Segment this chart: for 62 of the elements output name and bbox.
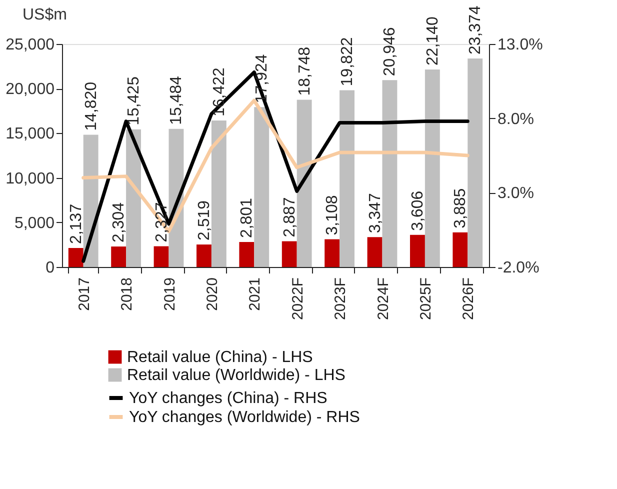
data-label: 3,108	[324, 195, 342, 236]
data-label: 20,946	[382, 27, 399, 76]
bar	[324, 239, 340, 267]
y2-tick-label: 13.0%	[498, 36, 543, 54]
y2-tick-label: -2.0%	[498, 260, 540, 276]
data-label: 15,484	[168, 76, 186, 125]
bar	[424, 70, 440, 267]
y-tick-label: 0	[46, 260, 55, 276]
bar	[239, 242, 254, 267]
bar	[382, 80, 398, 267]
bar	[410, 234, 425, 267]
y-tick-label: 20,000	[6, 81, 55, 98]
data-label: 2,519	[196, 200, 213, 241]
bar	[468, 58, 483, 267]
legend-label: Retail value (China) - LHS	[127, 349, 313, 366]
y-tick-label: 5,000	[14, 214, 55, 232]
data-label: 2,327	[153, 202, 170, 242]
x-tick-label: 2022F	[289, 278, 306, 320]
data-label: 23,374	[467, 5, 484, 55]
data-label: 14,820	[82, 82, 100, 131]
bar	[367, 237, 382, 267]
data-label: 18,748	[296, 46, 314, 96]
x-tick-label: 2020	[204, 278, 221, 311]
data-label: 2,137	[68, 204, 85, 244]
legend-label: YoY changes (China) - RHS	[129, 390, 328, 407]
data-label: 2,304	[110, 202, 128, 242]
x-tick-label: 2023F	[332, 278, 350, 320]
bar	[126, 129, 141, 267]
bar	[196, 244, 212, 267]
bar	[211, 120, 226, 267]
bar	[111, 246, 126, 267]
bar	[296, 100, 312, 267]
x-tick-label: 2018	[118, 278, 136, 311]
bar	[68, 248, 84, 267]
y2-tick-label: 3.0%	[498, 185, 534, 202]
bar	[254, 107, 270, 267]
data-label: 19,822	[339, 37, 356, 86]
y-axis-title: US$m	[22, 6, 67, 24]
x-tick-label: 2025F	[417, 278, 434, 320]
y2-tick-label: 8.0%	[498, 110, 534, 128]
x-tick-label: 2021	[246, 278, 264, 311]
data-label: 2,887	[281, 197, 298, 238]
x-tick-label: 2019	[161, 278, 178, 311]
data-label: 15,425	[126, 76, 143, 126]
data-label: 2,801	[238, 198, 256, 238]
legend-label: YoY changes (Worldwide) - RHS	[129, 409, 360, 426]
bar	[282, 241, 297, 267]
bar	[452, 232, 468, 267]
legend-label: Retail value (Worldwide) - LHS	[127, 367, 346, 384]
bar	[340, 90, 354, 267]
data-label: 17,924	[254, 54, 271, 104]
x-tick-label: 2024F	[374, 278, 392, 320]
data-label: 3,885	[452, 188, 470, 228]
x-tick-label: 2017	[76, 278, 93, 311]
y-tick-label: 15,000	[6, 126, 55, 143]
data-label: 3,606	[409, 190, 426, 231]
y-tick-label: 10,000	[6, 170, 55, 188]
y-tick-label: 25,000	[6, 36, 55, 54]
bar	[154, 246, 169, 267]
data-label: 22,140	[424, 16, 442, 66]
x-tick-label: 2026F	[460, 278, 478, 320]
data-label: 3,347	[366, 193, 384, 234]
